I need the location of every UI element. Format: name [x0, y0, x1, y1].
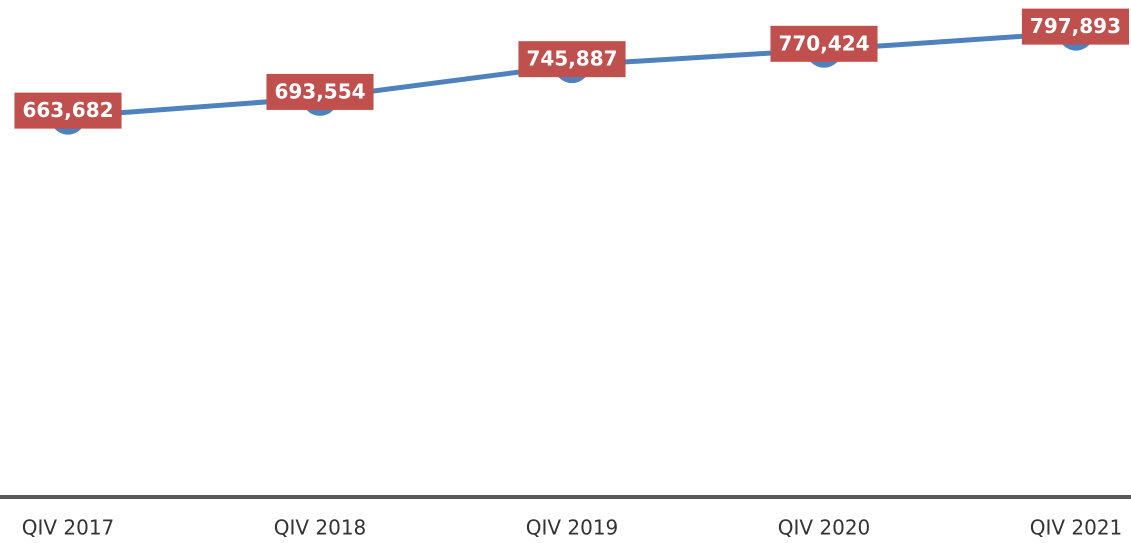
x-tick-label: QIV 2018 [274, 516, 367, 540]
x-tick-label: QIV 2020 [778, 516, 871, 540]
value-label-box [1021, 8, 1129, 45]
value-label-box [518, 41, 626, 78]
value-label-box [14, 92, 122, 129]
value-label-box [770, 25, 878, 62]
value-label-box [266, 73, 374, 110]
x-tick-label: QIV 2019 [526, 516, 619, 540]
value-label: 745,887 [526, 47, 617, 71]
value-label: 797,893 [1030, 14, 1121, 38]
x-tick-label: QIV 2017 [22, 516, 115, 540]
value-label: 770,424 [778, 31, 869, 55]
x-tick-label: QIV 2021 [1030, 516, 1123, 540]
value-label: 693,554 [274, 79, 365, 103]
value-label: 663,682 [22, 98, 113, 122]
